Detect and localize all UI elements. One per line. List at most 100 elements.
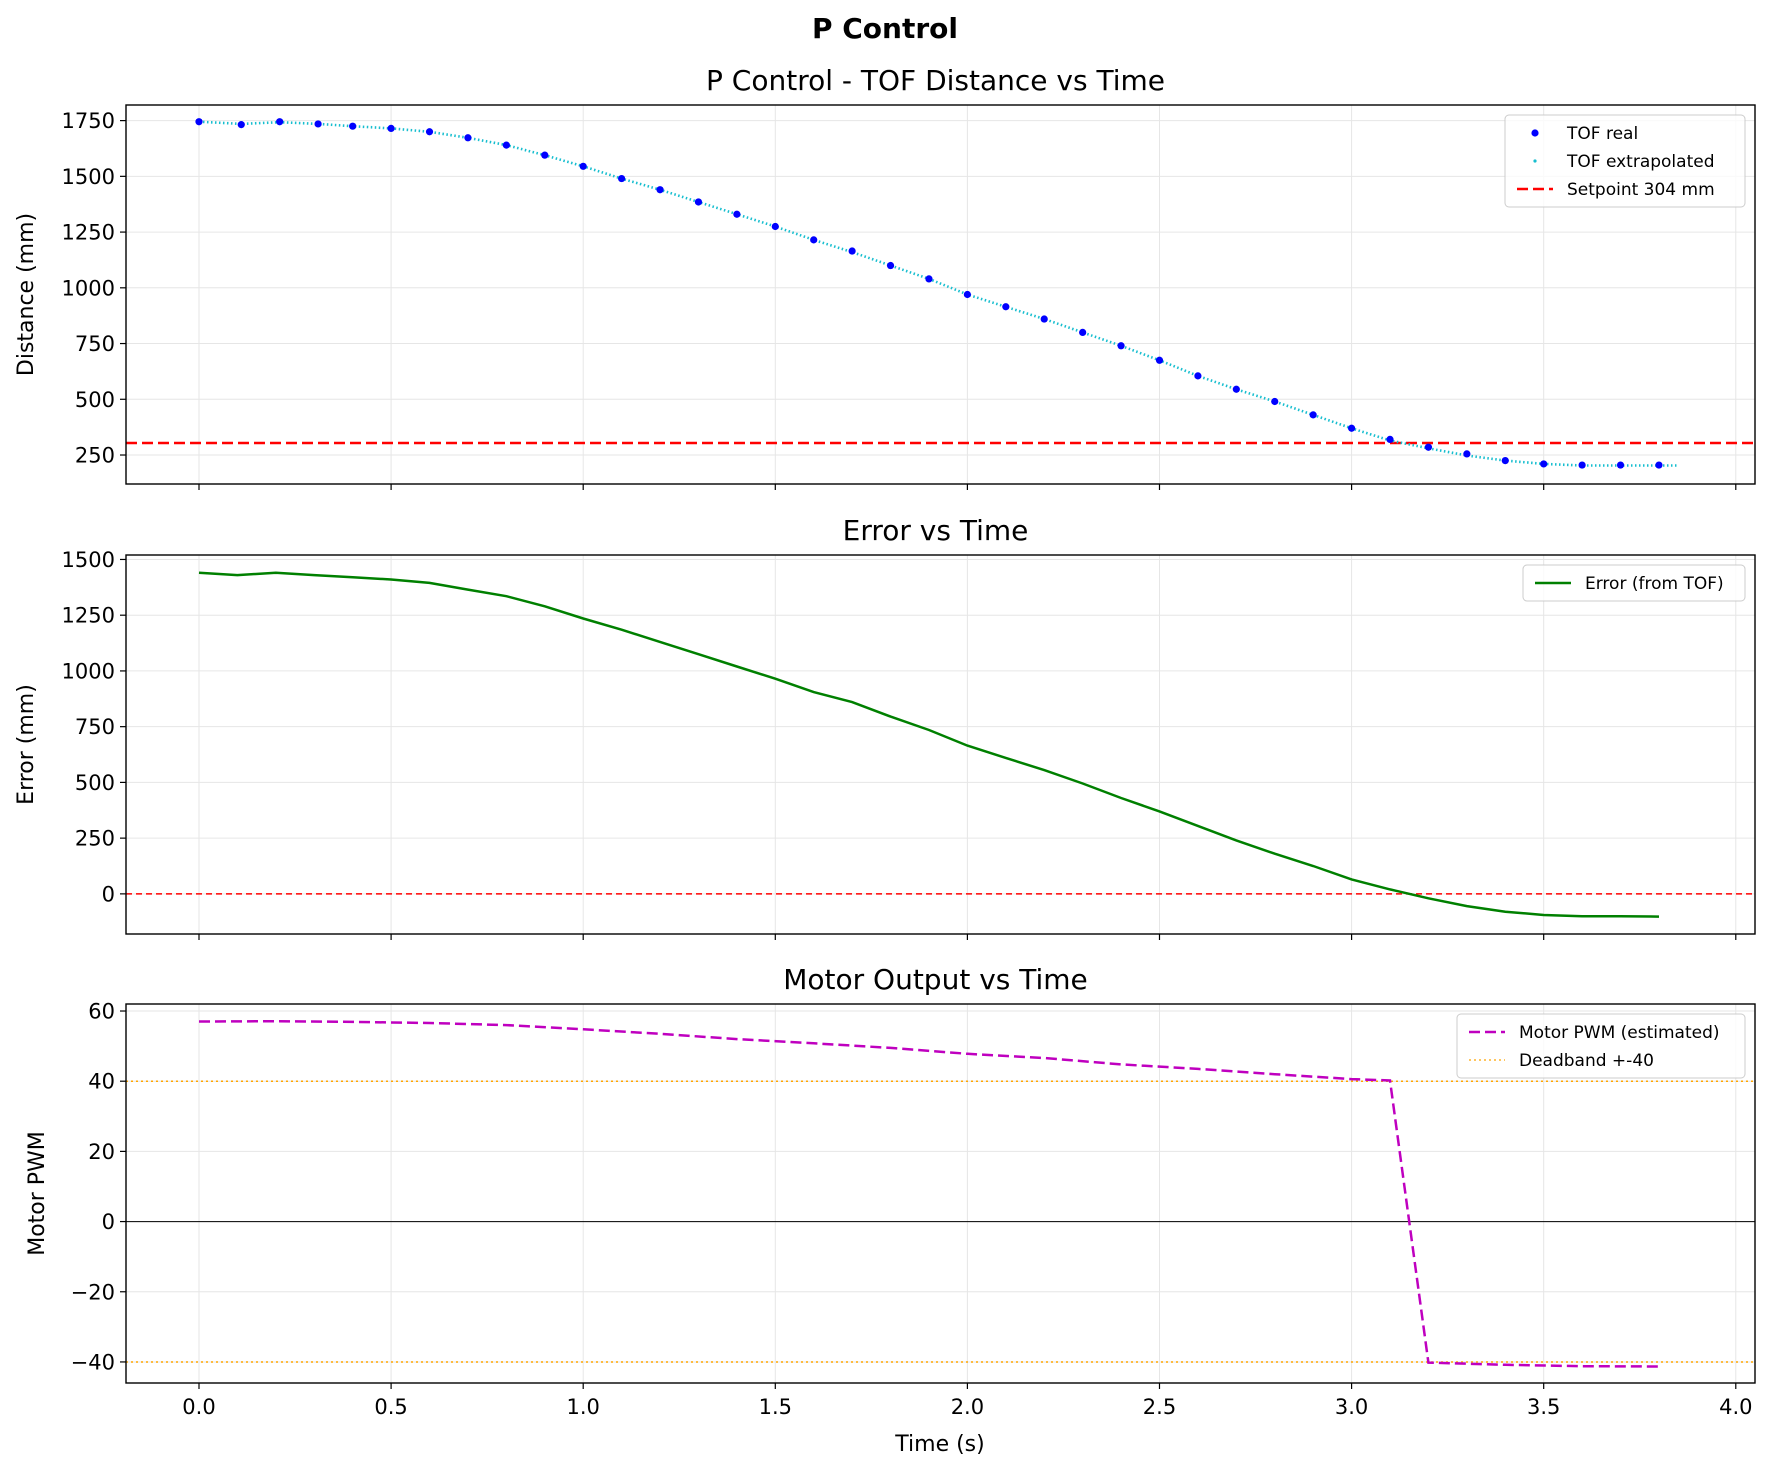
data-point — [276, 118, 284, 126]
data-point — [733, 210, 741, 218]
panel-title: Motor Output vs Time — [783, 963, 1088, 996]
y-tick-label: 40 — [88, 1070, 115, 1094]
y-tick-label: 60 — [88, 1000, 115, 1024]
legend-box — [1456, 1013, 1746, 1079]
data-point — [195, 118, 203, 126]
data-point — [656, 186, 664, 194]
data-point — [1117, 342, 1125, 350]
y-tick-label: 500 — [75, 771, 115, 795]
legend-label: TOF real — [1566, 124, 1638, 144]
x-tick-label: 1.5 — [759, 1395, 792, 1419]
plot-frame — [125, 1003, 1756, 1384]
y-tick-label: 750 — [75, 715, 115, 739]
data-point — [349, 122, 357, 130]
x-tick-label: 2.0 — [951, 1395, 984, 1419]
data-point — [1424, 443, 1433, 451]
series-line — [198, 120, 1679, 467]
data-point — [1155, 356, 1164, 364]
y-tick-label: 1500 — [62, 548, 115, 572]
y-tick-label: 1000 — [62, 659, 115, 683]
y-axis-label: Error (mm) — [14, 684, 39, 805]
data-point — [1463, 450, 1471, 458]
y-tick-label: 1750 — [62, 109, 115, 133]
data-point — [237, 121, 245, 129]
data-point — [1002, 303, 1010, 311]
data-point — [1655, 461, 1663, 469]
data-point — [1040, 315, 1048, 323]
data-point — [771, 222, 779, 231]
x-tick-label: 0.0 — [182, 1395, 215, 1419]
legend-swatch — [1533, 159, 1537, 163]
y-axis-label: Distance (mm) — [14, 213, 39, 376]
x-tick-label: 2.5 — [1143, 1395, 1176, 1419]
data-point — [1271, 397, 1279, 406]
data-point — [886, 261, 895, 270]
data-point — [1232, 385, 1240, 393]
x-tick-label: 3.5 — [1527, 1395, 1560, 1419]
data-point — [541, 151, 549, 159]
y-tick-label: 750 — [75, 332, 115, 356]
data-point — [1501, 456, 1509, 465]
data-point — [502, 141, 510, 149]
x-tick-label: 1.0 — [566, 1395, 599, 1419]
data-point — [579, 162, 587, 170]
series-line — [198, 571, 1660, 918]
data-point — [694, 198, 703, 206]
data-point — [810, 236, 818, 244]
data-point — [464, 134, 472, 142]
y-tick-label: 1250 — [62, 221, 115, 245]
y-tick-label: 250 — [75, 444, 115, 468]
data-point — [963, 290, 971, 299]
y-tick-label: 0 — [102, 1210, 115, 1234]
x-tick-label: 0.5 — [374, 1395, 407, 1419]
y-tick-label: −40 — [71, 1350, 115, 1374]
data-point — [1386, 435, 1394, 444]
y-tick-label: 1000 — [62, 276, 115, 300]
y-tick-label: 1250 — [62, 604, 115, 628]
data-point — [618, 174, 626, 183]
y-tick-label: 20 — [88, 1140, 115, 1164]
legend: TOF real TOF extrapolated Setpoint 304 mm — [1504, 114, 1746, 208]
distance-panel: 250 500 750 1000 1250 1500 1750 P Control - TOF… — [14, 64, 1756, 490]
y-tick-label: 500 — [75, 388, 115, 412]
data-point — [1616, 461, 1625, 469]
legend-box — [1504, 114, 1746, 208]
legend-label: TOF extrapolated — [1566, 152, 1715, 172]
data-point — [1540, 460, 1548, 468]
panel-title: P Control - TOF Distance vs Time — [706, 64, 1165, 97]
legend-swatch — [1531, 129, 1539, 137]
series-line — [198, 1019, 1660, 1368]
y-tick-label: −20 — [71, 1280, 115, 1304]
data-point — [925, 275, 933, 283]
data-point — [1578, 461, 1586, 469]
y-tick-label: 1500 — [62, 165, 115, 189]
plot-frame — [125, 554, 1756, 935]
data-point — [425, 128, 434, 136]
legend-label: Error (from TOF) — [1585, 574, 1724, 594]
data-point — [314, 120, 322, 128]
data-point — [1347, 424, 1356, 432]
y-tick-label: 0 — [102, 882, 115, 906]
plot-frame — [125, 104, 1756, 485]
legend: Error (from TOF) — [1522, 564, 1746, 602]
legend-label: Setpoint 304 mm — [1567, 180, 1715, 200]
y-axis-label: Motor PWM — [25, 1131, 50, 1256]
x-tick-label: 3.0 — [1335, 1395, 1368, 1419]
legend-label: Deadband +-40 — [1519, 1051, 1654, 1071]
error-panel: 0 250 500 750 1000 1250 1500 Error vs Time Error… — [14, 514, 1756, 940]
legend-label: Motor PWM (estimated) — [1519, 1023, 1720, 1043]
data-point — [1194, 372, 1202, 380]
x-tick-label: 4.0 — [1719, 1395, 1752, 1419]
data-point — [387, 124, 395, 133]
legend-box — [1522, 564, 1746, 602]
data-point — [848, 247, 856, 255]
y-tick-label: 250 — [75, 827, 115, 851]
x-axis-label: Time (s) — [894, 1432, 984, 1457]
legend: Motor PWM (estimated) Deadband +-40 — [1456, 1013, 1746, 1079]
motor-panel: 0.0 0.5 1.0 1.5 2.0 2.5 3.0 3.5 4.0 −40 −20 0 20 40 60… — [25, 963, 1756, 1419]
panel-title: Error vs Time — [843, 514, 1029, 547]
data-point — [1079, 328, 1087, 336]
figure-title: P Control — [812, 12, 958, 45]
data-point — [1309, 411, 1317, 419]
